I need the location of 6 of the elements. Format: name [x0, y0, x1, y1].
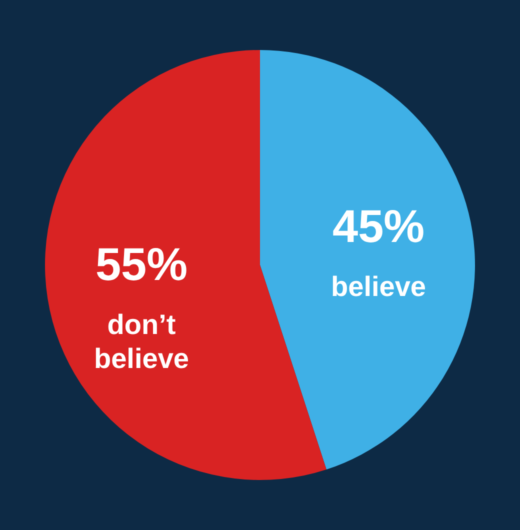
- slice-label: don’t believe: [94, 308, 189, 374]
- slice-label: believe: [331, 271, 426, 302]
- pie-slice: [45, 50, 326, 480]
- data-label: 45%: [332, 200, 425, 252]
- data-label: 55%: [95, 238, 188, 290]
- pie-slice: [260, 50, 475, 470]
